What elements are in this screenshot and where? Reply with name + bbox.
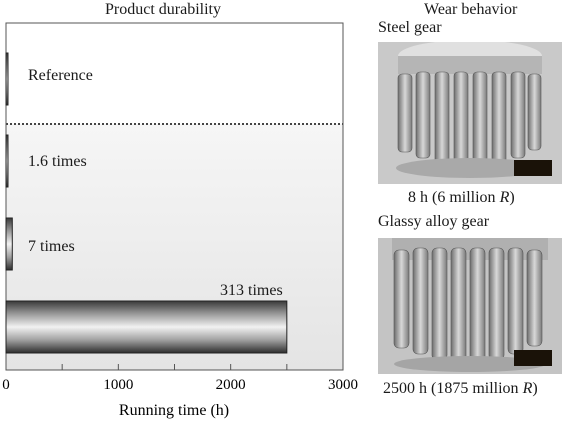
bar-label-3: 7 times: [28, 238, 75, 255]
wear-behavior-title: Wear behavior: [424, 1, 518, 18]
steel-gear-image: [378, 40, 562, 184]
bar-label-2: 1.6 times: [28, 153, 87, 170]
bar-2: [5, 134, 9, 188]
x-tick-label: 1000: [103, 377, 133, 393]
bar-label-4: 313 times: [220, 282, 283, 299]
glassy-gear-photo: [378, 238, 562, 374]
x-tick-label: 3000: [328, 377, 358, 393]
chart-title: Product durability: [105, 1, 221, 18]
glassy-gear-caption: 2500 h (1875 million R): [383, 380, 538, 397]
bar-1: [5, 52, 9, 106]
steel-gear-photo: [378, 40, 562, 184]
x-tick-label: 2000: [216, 377, 246, 393]
bar-label-1: Reference: [28, 67, 93, 84]
x-tick-label: 0: [2, 377, 10, 393]
bar-3: [5, 217, 13, 271]
reference-area: [6, 23, 343, 124]
glassy-gear-image: [378, 238, 562, 374]
steel-gear-caption: 8 h (6 million R): [408, 189, 515, 206]
bar-4: [5, 300, 288, 354]
steel-gear-label: Steel gear: [378, 19, 442, 36]
glassy-alloy-gear-label: Glassy alloy gear: [378, 213, 490, 230]
x-axis-title: Running time (h): [119, 402, 229, 419]
